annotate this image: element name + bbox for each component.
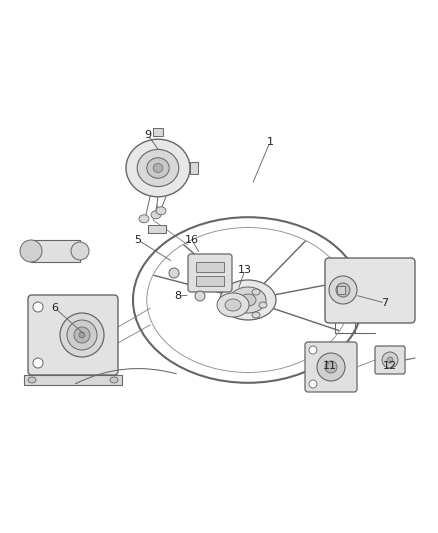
FancyBboxPatch shape	[375, 346, 405, 374]
Ellipse shape	[252, 312, 260, 318]
Bar	[196, 276, 224, 286]
Ellipse shape	[20, 240, 42, 262]
Text: 13: 13	[238, 265, 252, 275]
Ellipse shape	[341, 288, 345, 292]
Text: 5: 5	[134, 235, 141, 245]
Ellipse shape	[317, 353, 345, 381]
Ellipse shape	[67, 320, 97, 350]
Ellipse shape	[240, 294, 256, 306]
Text: 11: 11	[323, 361, 337, 371]
Ellipse shape	[195, 291, 205, 301]
Text: 16: 16	[185, 235, 199, 245]
Text: 6: 6	[52, 303, 59, 313]
Text: 7: 7	[381, 298, 389, 308]
Bar	[190, 162, 198, 174]
Text: 8: 8	[174, 291, 182, 301]
FancyBboxPatch shape	[188, 254, 232, 292]
FancyBboxPatch shape	[28, 295, 118, 375]
Bar	[31, 240, 80, 262]
Ellipse shape	[137, 149, 179, 187]
Ellipse shape	[79, 332, 85, 338]
Ellipse shape	[74, 327, 90, 343]
Ellipse shape	[33, 302, 43, 312]
Bar	[337, 286, 345, 294]
Ellipse shape	[169, 268, 179, 278]
Bar	[153, 128, 163, 136]
Ellipse shape	[336, 283, 350, 297]
Ellipse shape	[156, 207, 166, 215]
Ellipse shape	[147, 158, 169, 178]
Bar	[148, 225, 166, 233]
FancyBboxPatch shape	[325, 258, 415, 323]
Ellipse shape	[126, 139, 190, 197]
FancyBboxPatch shape	[305, 342, 357, 392]
Ellipse shape	[139, 215, 149, 223]
Ellipse shape	[71, 242, 89, 260]
Ellipse shape	[387, 357, 393, 363]
Ellipse shape	[217, 293, 249, 317]
Ellipse shape	[252, 289, 260, 295]
Ellipse shape	[110, 377, 118, 383]
Ellipse shape	[153, 164, 163, 173]
Ellipse shape	[325, 361, 337, 373]
Ellipse shape	[329, 276, 357, 304]
Text: 9: 9	[145, 130, 152, 140]
Ellipse shape	[230, 287, 266, 313]
Ellipse shape	[60, 313, 104, 357]
Text: 12: 12	[383, 361, 397, 371]
Ellipse shape	[309, 346, 317, 354]
Text: 1: 1	[266, 137, 273, 147]
Ellipse shape	[259, 302, 267, 308]
Ellipse shape	[33, 358, 43, 368]
Ellipse shape	[151, 211, 161, 219]
Ellipse shape	[382, 352, 398, 368]
Bar	[24, 375, 122, 385]
Ellipse shape	[28, 377, 36, 383]
Ellipse shape	[220, 280, 276, 320]
Ellipse shape	[309, 380, 317, 388]
Bar	[196, 262, 224, 272]
Ellipse shape	[225, 299, 241, 311]
